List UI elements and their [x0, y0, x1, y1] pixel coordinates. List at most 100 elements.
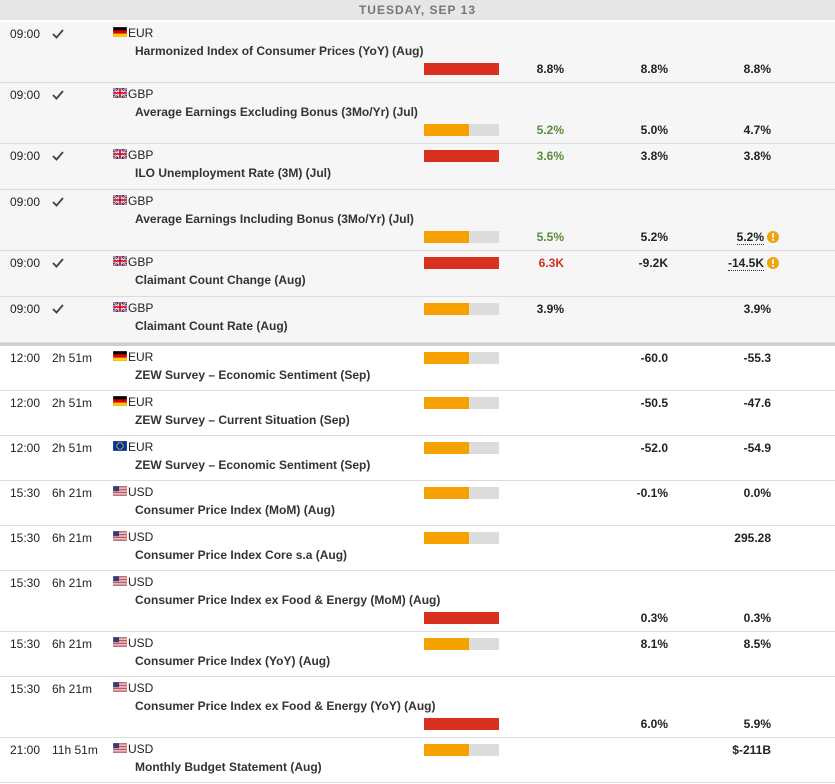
importance-bar: [424, 397, 499, 409]
forecast: -0.1%: [636, 486, 668, 500]
importance-fill: [424, 744, 469, 756]
forecast: -52.0: [640, 441, 668, 455]
time: 15:30: [10, 576, 41, 590]
forecast: 5.0%: [640, 123, 668, 137]
importance-bar: [424, 352, 499, 364]
previous: 295.28: [734, 531, 771, 545]
importance-fill: [424, 124, 469, 136]
revised-icon[interactable]: [767, 231, 779, 243]
time: 09:00: [10, 88, 41, 102]
done-check: [52, 29, 64, 39]
previous: $-211B: [732, 743, 771, 757]
countdown: 6h 21m: [52, 637, 93, 651]
event-row[interactable]: 09:00 EUR Harmonized Index of Consumer Pri…: [0, 22, 835, 83]
time: 09:00: [10, 27, 41, 41]
event-row[interactable]: 12:00 2h 51m EUR ZEW Survey – Economic Sent…: [0, 346, 835, 391]
previous-value: -14.5K: [727, 256, 764, 271]
event-row[interactable]: 15:30 6h 21m USD Consumer Price Index Core …: [0, 526, 835, 571]
done-check: [52, 151, 64, 161]
flag-gb: [113, 149, 127, 159]
event-row[interactable]: 15:30 6h 21m USD Consumer Price Index (YoY)…: [0, 632, 835, 677]
forecast: 8.1%: [640, 637, 668, 651]
actual: 6.3K: [538, 256, 564, 270]
event-row[interactable]: 09:00 GBP Claimant Count Change (Aug) 6.3K -…: [0, 251, 835, 297]
previous: 3.9%: [743, 302, 771, 316]
importance-bar: [424, 718, 499, 730]
importance-fill: [424, 532, 469, 544]
done-check: [52, 90, 64, 100]
time: 21:00: [10, 743, 41, 757]
currency: GBP: [128, 194, 154, 208]
event-name: Average Earnings Including Bonus (3Mo/Yr…: [135, 212, 414, 226]
importance-fill: [424, 63, 499, 75]
countdown: 11h 51m: [52, 743, 98, 757]
forecast: -60.0: [640, 351, 668, 365]
actual: 5.5%: [536, 230, 564, 244]
event-row[interactable]: 09:00 GBP Claimant Count Rate (Aug) 3.9% 3.9…: [0, 297, 835, 343]
importance-bar: [424, 532, 499, 544]
event-name: Consumer Price Index (YoY) (Aug): [135, 654, 331, 668]
previous: 5.9%: [743, 717, 771, 731]
importance-bar: [424, 442, 499, 454]
importance-bar: [424, 303, 499, 315]
event-row[interactable]: 12:00 2h 51m EUR ZEW Survey – Current Situa…: [0, 391, 835, 436]
importance-fill: [424, 442, 469, 454]
event-row[interactable]: 09:00 GBP Average Earnings Excluding Bonus…: [0, 83, 835, 144]
importance-fill: [424, 303, 469, 315]
importance-bar: [424, 744, 499, 756]
countdown: 6h 21m: [52, 531, 93, 545]
importance-bar: [424, 638, 499, 650]
currency: GBP: [128, 87, 154, 101]
event-row[interactable]: 09:00 GBP Average Earnings Including Bonus…: [0, 190, 835, 251]
forecast: 6.0%: [640, 717, 668, 731]
currency: USD: [128, 742, 154, 756]
time: 09:00: [10, 256, 41, 270]
flag-us: [113, 486, 127, 496]
separator: [0, 343, 835, 346]
currency: EUR: [128, 350, 154, 364]
event-row[interactable]: 09:00 GBP ILO Unemployment Rate (3M) (Jul)…: [0, 144, 835, 190]
currency: USD: [128, 485, 154, 499]
importance-bar: [424, 63, 499, 75]
event-row[interactable]: 15:30 6h 21m USD Consumer Price Index (MoM)…: [0, 481, 835, 526]
time: 12:00: [10, 396, 41, 410]
countdown: 6h 21m: [52, 682, 93, 696]
event-row[interactable]: 21:00 11h 51m USD Monthly Budget Statement …: [0, 738, 835, 783]
event-row[interactable]: 15:30 6h 21m USD Consumer Price Index ex Fo…: [0, 677, 835, 738]
actual: 3.6%: [536, 149, 564, 163]
importance-bar: [424, 487, 499, 499]
time: 15:30: [10, 486, 41, 500]
currency: USD: [128, 530, 154, 544]
time: 15:30: [10, 531, 41, 545]
flag-de: [113, 351, 127, 361]
time: 09:00: [10, 149, 41, 163]
flag-gb: [113, 256, 127, 266]
flag-us: [113, 743, 127, 753]
previous: -14.5K: [684, 256, 764, 271]
importance-fill: [424, 397, 469, 409]
previous: 3.8%: [743, 149, 771, 163]
importance-fill: [424, 718, 499, 730]
currency: USD: [128, 575, 154, 589]
currency: EUR: [128, 395, 154, 409]
previous: -54.9: [743, 441, 771, 455]
previous: 0.0%: [743, 486, 771, 500]
currency: USD: [128, 636, 154, 650]
importance-fill: [424, 352, 469, 364]
importance-fill: [424, 638, 469, 650]
importance-bar: [424, 612, 499, 624]
event-name: ZEW Survey – Economic Sentiment (Sep): [135, 458, 371, 472]
forecast: 5.2%: [640, 230, 668, 244]
flag-eu: [113, 441, 127, 451]
flag-us: [113, 682, 127, 692]
revised-icon[interactable]: [767, 257, 779, 269]
countdown: 2h 51m: [52, 441, 93, 455]
actual: 8.8%: [536, 62, 564, 76]
importance-fill: [424, 487, 469, 499]
event-row[interactable]: 12:00 2h 51m EUR ZEW Survey – Economic Sent…: [0, 436, 835, 481]
event-name: Consumer Price Index Core s.a (Aug): [135, 548, 348, 562]
event-row[interactable]: 15:30 6h 21m USD Consumer Price Index ex Fo…: [0, 571, 835, 632]
flag-de: [113, 396, 127, 406]
event-name: Harmonized Index of Consumer Prices (YoY…: [135, 44, 424, 58]
importance-bar: [424, 257, 499, 269]
